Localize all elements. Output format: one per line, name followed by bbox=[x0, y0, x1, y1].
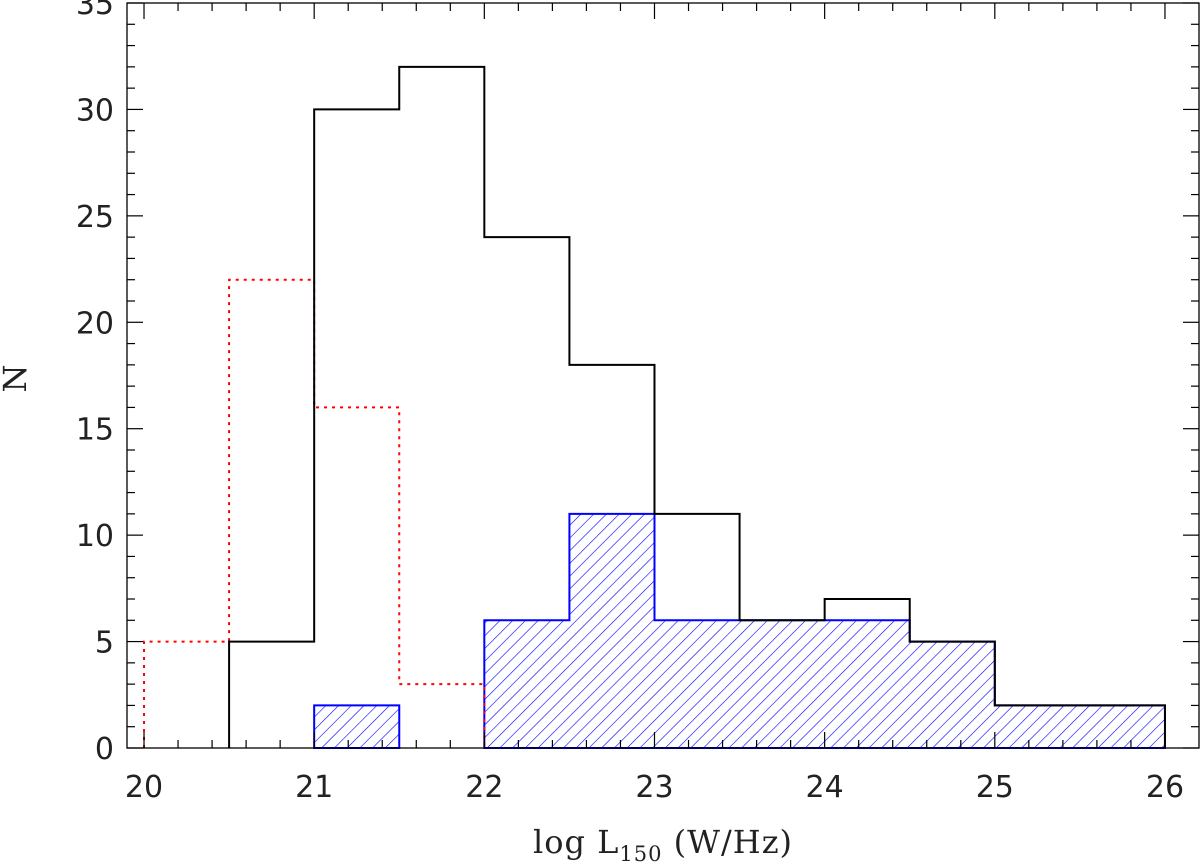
y-tick-label: 35 bbox=[76, 0, 114, 22]
dotted-bar bbox=[144, 642, 229, 748]
solid-bar bbox=[314, 109, 399, 748]
x-tick-label: 20 bbox=[125, 770, 163, 805]
x-axis-title-unit: (W/Hz) bbox=[674, 823, 793, 861]
hatched-bar bbox=[569, 513, 655, 748]
hatched-bar bbox=[654, 620, 740, 748]
hatched-bar bbox=[314, 705, 400, 748]
dotted-bar bbox=[314, 407, 399, 748]
dotted-series-outline bbox=[143, 278, 486, 748]
y-tick-label: 15 bbox=[76, 413, 114, 448]
x-axis-title-subscript: 150 bbox=[619, 842, 662, 865]
y-tick-label: 20 bbox=[76, 306, 114, 341]
x-tick-label: 26 bbox=[1146, 770, 1184, 805]
solid-bar bbox=[399, 67, 484, 748]
y-tick-label: 25 bbox=[76, 200, 114, 235]
tick-labels: 20 21 22 23 24 25 26 0 5 10 15 20 25 30 35 bbox=[76, 0, 1184, 805]
hatched-bar bbox=[1079, 705, 1165, 748]
dotted-bar bbox=[399, 684, 484, 748]
x-tick-label: 23 bbox=[635, 770, 673, 805]
x-tick-label: 24 bbox=[806, 770, 844, 805]
plot-frame bbox=[126, 2, 1200, 749]
y-tick-label: 0 bbox=[95, 732, 114, 767]
x-tick-label: 25 bbox=[976, 770, 1014, 805]
hatched-bar bbox=[824, 620, 910, 748]
tick-marks bbox=[127, 2, 1199, 749]
hatched-bar bbox=[909, 641, 995, 748]
solid-series-outline bbox=[228, 65, 1166, 748]
y-axis-title: N bbox=[0, 364, 34, 393]
x-tick-label: 21 bbox=[295, 770, 333, 805]
dotted-bar bbox=[229, 280, 314, 748]
hatched-bar bbox=[484, 620, 570, 748]
y-tick-label: 10 bbox=[76, 519, 114, 554]
y-tick-label: 30 bbox=[76, 93, 114, 128]
solid-bar bbox=[229, 642, 314, 748]
series-layer bbox=[143, 65, 1166, 749]
y-tick-label: 5 bbox=[95, 626, 114, 661]
x-tick-label: 22 bbox=[465, 770, 503, 805]
hatched-bar bbox=[994, 705, 1080, 748]
hatched-bar bbox=[739, 620, 825, 748]
x-axis-title: log L150 (W/Hz) bbox=[533, 823, 793, 865]
